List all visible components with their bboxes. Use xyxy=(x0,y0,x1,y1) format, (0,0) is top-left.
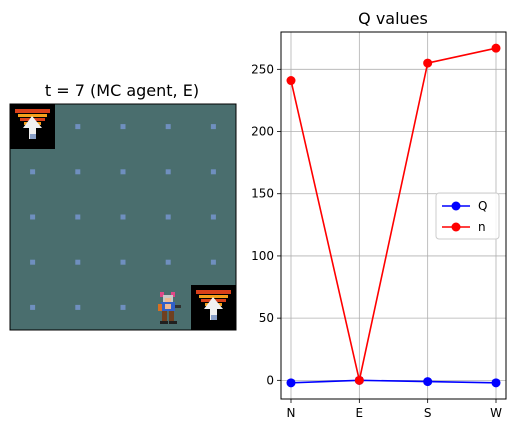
series-point-Q xyxy=(423,377,433,387)
series-line-Q xyxy=(290,379,497,384)
chart-series xyxy=(286,43,501,388)
x-tick-label: N xyxy=(287,406,296,420)
legend-box xyxy=(435,192,500,240)
y-tick-label: 200 xyxy=(251,125,274,139)
grid-dot xyxy=(30,304,36,310)
legend-marker-n xyxy=(451,222,461,232)
series-point-n xyxy=(423,58,433,68)
grid-dot xyxy=(120,214,126,220)
grid-dot xyxy=(210,124,216,130)
grid-dot xyxy=(75,124,81,130)
y-tick-label: 150 xyxy=(251,187,274,201)
grid-dot xyxy=(165,124,171,130)
staircase-icon xyxy=(10,104,55,149)
grid-dot xyxy=(75,169,81,175)
series-point-n xyxy=(354,375,364,385)
chart-title: Q values xyxy=(358,9,428,28)
y-tick-label: 50 xyxy=(259,311,274,325)
grid-dot xyxy=(75,304,81,310)
x-tick-label: S xyxy=(424,406,432,420)
grid-dot xyxy=(210,259,216,265)
x-tick-label: E xyxy=(356,406,364,420)
grid-dot xyxy=(120,169,126,175)
grid-dot xyxy=(30,169,36,175)
grid-dot xyxy=(75,214,81,220)
y-tick-label: 0 xyxy=(266,373,274,387)
series-point-n xyxy=(286,76,296,86)
grid-dot xyxy=(120,304,126,310)
staircase-icon xyxy=(191,285,236,330)
series-point-Q xyxy=(286,378,296,388)
y-tick-label: 250 xyxy=(251,62,274,76)
grid-dot xyxy=(120,124,126,130)
legend-label-Q: Q xyxy=(478,199,487,213)
series-point-n xyxy=(491,43,501,53)
legend-label-n: n xyxy=(478,220,486,234)
series-line-n xyxy=(290,47,497,381)
grid-dot xyxy=(75,259,81,265)
plot-frame xyxy=(280,31,507,400)
series-point-Q xyxy=(491,378,501,388)
grid-dot xyxy=(210,169,216,175)
agent-icon xyxy=(158,292,181,324)
grid-dot xyxy=(120,259,126,265)
chart-legend: Qn xyxy=(435,192,500,240)
gridworld-title: t = 7 (MC agent, E) xyxy=(45,81,199,100)
grid-dot xyxy=(30,259,36,265)
grid-dot xyxy=(165,169,171,175)
grid-dot xyxy=(165,214,171,220)
x-tick-label: W xyxy=(490,406,502,420)
gridworld-panel: t = 7 (MC agent, E) xyxy=(9,81,237,331)
grid-dot xyxy=(210,214,216,220)
legend-marker-Q xyxy=(451,201,461,211)
y-axis-ticks: 0 50 100 150 200 250 xyxy=(251,62,281,387)
y-tick-label: 100 xyxy=(251,249,274,263)
grid-dot xyxy=(165,259,171,265)
q-values-chart: Q values 0 50 100 150 200 250 N E S W Qn xyxy=(251,9,507,420)
grid-dot xyxy=(30,214,36,220)
